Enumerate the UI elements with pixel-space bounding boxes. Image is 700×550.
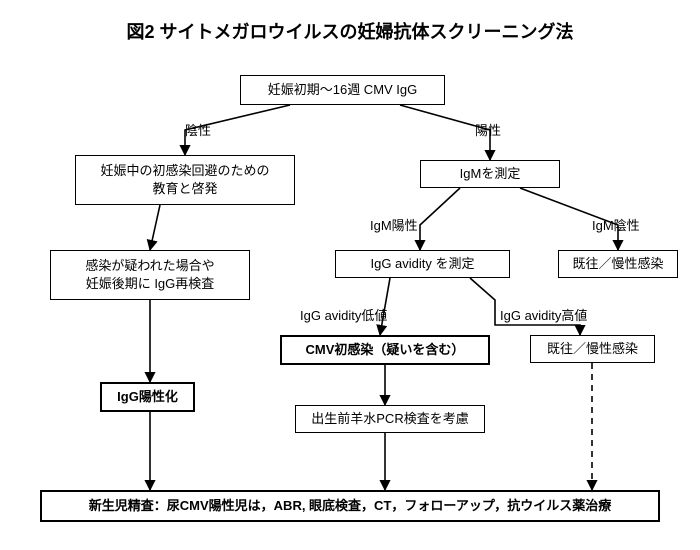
node-amniotic-pcr: 出生前羊水PCR検査を考慮 — [295, 405, 485, 433]
edge-label-igm-negative: IgM陰性 — [592, 215, 640, 234]
node-past-infection-2: 既往／慢性感染 — [530, 335, 655, 363]
edge-label-igm-positive: IgM陽性 — [370, 215, 418, 234]
node-start: 妊娠初期〜16週 CMV IgG — [240, 75, 445, 105]
node-education: 妊娠中の初感染回避のための教育と啓発 — [75, 155, 295, 205]
node-igg-avidity: IgG avidity を測定 — [335, 250, 510, 278]
edge-label-avidity-high: IgG avidity高値 — [500, 305, 587, 324]
node-igg-recheck: 感染が疑われた場合や妊娠後期に IgG再検査 — [50, 250, 250, 300]
edge-label-positive: 陽性 — [475, 120, 501, 139]
flowchart-canvas: 図2 サイトメガロウイルスの妊婦抗体スクリーニング法 妊娠初期〜16週 CMV … — [0, 0, 700, 550]
node-primary-infection: CMV初感染（疑いを含む） — [280, 335, 490, 365]
edge-label-negative: 陰性 — [185, 120, 211, 139]
node-past-infection-1: 既往／慢性感染 — [558, 250, 678, 278]
figure-title: 図2 サイトメガロウイルスの妊婦抗体スクリーニング法 — [0, 18, 700, 44]
node-igm-measure: IgMを測定 — [420, 160, 560, 188]
node-newborn-workup: 新生児精査：尿CMV陽性児は，ABR, 眼底検査，CT，フォローアップ，抗ウイル… — [40, 490, 660, 522]
node-igg-seroconversion: IgG陽性化 — [100, 382, 195, 412]
edge-label-avidity-low: IgG avidity低値 — [300, 305, 387, 324]
